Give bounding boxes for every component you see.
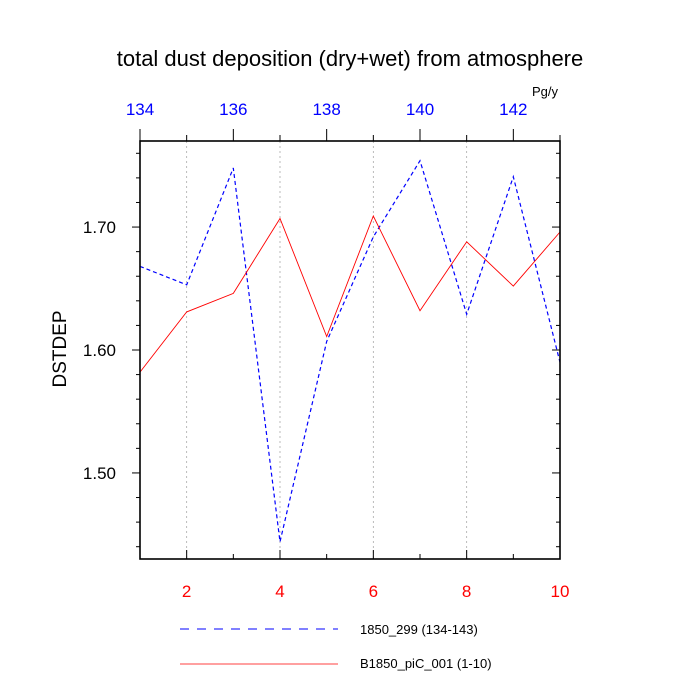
y-axis-tick-label: 1.70 — [83, 218, 116, 237]
top-axis-tick-label: 136 — [219, 100, 247, 119]
y-axis-tick-label: 1.50 — [83, 464, 116, 483]
units-label: Pg/y — [532, 84, 559, 99]
plot-frame — [139, 140, 561, 560]
top-axis-tick-label: 134 — [126, 100, 154, 119]
legend-label-series-1: 1850_299 (134-143) — [360, 622, 478, 637]
bottom-axis-tick-label: 2 — [182, 582, 191, 601]
series-lines — [139, 159, 561, 542]
top-axis-tick-label: 142 — [499, 100, 527, 119]
legend-label-series-2: B1850_piC_001 (1-10) — [360, 656, 492, 671]
bottom-axis-tick-label: 6 — [369, 582, 378, 601]
grid-lines — [186, 141, 468, 559]
bottom-axis-tick-label: 8 — [462, 582, 471, 601]
top-axis-tick-label: 138 — [312, 100, 340, 119]
bottom-axis-tick-label: 4 — [275, 582, 284, 601]
axes: 2 4 6 8 10 134 136 138 140 142 1.50 1.60 1.70 — [83, 100, 570, 601]
legend: 1850_299 (134-143) B1850_piC_001 (1-10) — [180, 622, 492, 671]
chart-title: total dust deposition (dry+wet) from atm… — [117, 46, 584, 71]
series-line-2 — [139, 214, 561, 373]
bottom-axis-tick-label: 10 — [551, 582, 570, 601]
series-line-1 — [139, 159, 561, 542]
y-axis-label: DSTDEP — [50, 310, 71, 387]
top-axis-tick-label: 140 — [406, 100, 434, 119]
y-axis-tick-label: 1.60 — [83, 341, 116, 360]
